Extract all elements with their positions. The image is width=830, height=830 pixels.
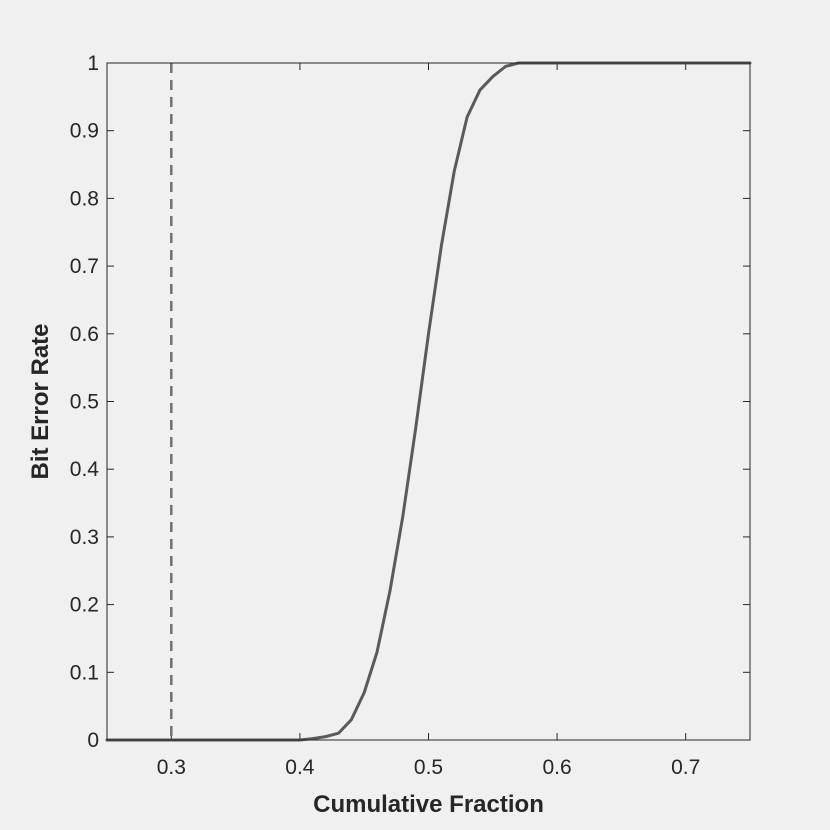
x-tick-label: 0.3	[157, 756, 186, 779]
y-tick-label: 0.8	[70, 187, 99, 210]
x-tick-label: 0.4	[285, 756, 315, 779]
y-tick-label: 0.9	[70, 120, 99, 143]
y-tick-label: 0.5	[70, 391, 99, 414]
y-tick-label: 0.2	[70, 594, 99, 617]
x-tick-label: 0.7	[671, 756, 700, 779]
plot-box	[106, 62, 751, 741]
y-tick-label: 0.4	[70, 458, 100, 481]
x-tick-label: 0.6	[542, 756, 571, 779]
tick-labels: 0.3 0.4 0.5 0.6 0.7 0 0.1 0.2 0.3 0.4 0.5 0.6 0.7 0.8…	[70, 52, 701, 779]
plot-area	[107, 63, 750, 740]
x-tick-label: 0.5	[414, 756, 443, 779]
y-tick-label: 1	[87, 52, 99, 75]
y-tick-label: 0.1	[70, 661, 99, 684]
y-tick-label: 0.3	[70, 526, 99, 549]
x-axis-title: Cumulative Fraction	[313, 791, 544, 818]
y-tick-label: 0.7	[70, 255, 99, 278]
y-tick-label: 0.6	[70, 323, 99, 346]
y-axis-title: Bit Error Rate	[27, 323, 54, 479]
y-tick-label: 0	[87, 729, 99, 752]
